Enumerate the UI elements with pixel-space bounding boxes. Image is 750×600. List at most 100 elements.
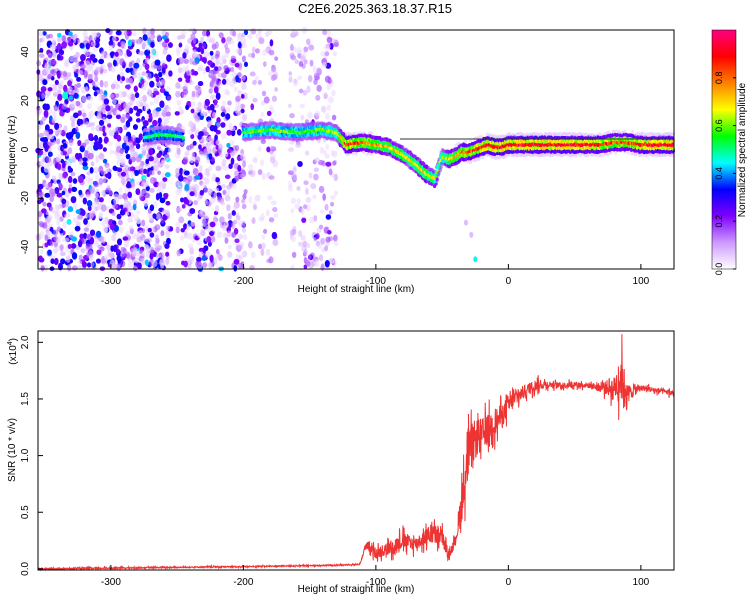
spectrogram-point <box>163 154 170 161</box>
spectrogram-point <box>248 163 254 171</box>
spectrogram-point <box>40 265 46 271</box>
spectrogram-point <box>46 91 51 97</box>
spectrogram-point <box>181 141 185 146</box>
spectrogram-point <box>110 66 116 73</box>
spectrogram-point <box>240 37 247 45</box>
spectrogram-point <box>55 209 61 217</box>
spectrogram-point <box>41 116 47 121</box>
spectrogram-point <box>90 261 95 267</box>
spectrogram-point <box>142 236 148 242</box>
spectrogram-point <box>117 171 122 177</box>
spectrogram-point <box>81 95 88 103</box>
spectrogram-point <box>210 236 216 243</box>
spectrogram-point <box>333 240 339 247</box>
spectrogram-point <box>328 168 333 176</box>
spectrogram-point <box>267 195 273 201</box>
spectrogram-point <box>135 210 141 215</box>
spectrogram-point <box>73 57 78 63</box>
spectrogram-point <box>288 76 293 83</box>
spectrogram-point <box>141 145 146 152</box>
spectrogram-point <box>198 247 205 253</box>
spectrogram-point <box>198 209 203 217</box>
spectrogram-point <box>77 265 81 270</box>
spectrogram-point <box>77 110 82 116</box>
spectrogram-point <box>57 93 63 101</box>
spectrogram-point <box>214 205 220 213</box>
spectrogram-point <box>65 255 71 263</box>
spectrogram-point <box>223 64 229 71</box>
spectrogram-point <box>290 43 294 51</box>
spectrogram-point <box>117 219 123 226</box>
spectrogram-point <box>96 249 102 256</box>
spectrogram-point <box>161 159 165 165</box>
spectrogram-point <box>120 260 126 268</box>
spectrogram-point <box>292 173 298 181</box>
spectrogram-point <box>120 41 126 47</box>
spectrogram-point <box>76 39 81 46</box>
spectrogram-point <box>164 32 170 37</box>
spectrogram-point <box>305 197 312 203</box>
spectrogram-point <box>129 99 134 106</box>
spectrogram-point <box>203 245 209 252</box>
spectrogram-point <box>224 88 229 96</box>
spectrogram-point <box>106 114 113 120</box>
spectrogram-point <box>189 191 195 197</box>
spectrogram-point <box>303 46 309 53</box>
spectrogram-point <box>44 234 49 242</box>
spectrogram-point <box>176 99 182 107</box>
spectrogram-point <box>46 225 51 231</box>
spectrogram-point <box>45 67 51 74</box>
spectrogram-point <box>136 57 141 65</box>
spectrogram-point <box>147 87 153 93</box>
spectrogram-point <box>47 151 53 157</box>
spectrogram-point <box>47 182 52 189</box>
spectrogram-point <box>435 177 439 182</box>
spectrogram-point <box>166 95 172 101</box>
spectrogram-point <box>241 203 247 210</box>
spectrogram-point <box>316 67 322 75</box>
spectrogram-point <box>213 187 220 193</box>
spectrogram-point <box>198 144 202 150</box>
spectrogram-point <box>187 264 192 270</box>
spectrogram-point <box>71 186 78 192</box>
spectrogram-point <box>98 177 104 185</box>
spectrogram-point <box>198 103 204 111</box>
spectrogram-point <box>261 90 267 97</box>
spectrogram-point <box>78 118 84 125</box>
spectrogram-point <box>60 258 66 265</box>
spectrogram-point <box>75 131 81 140</box>
spectrogram-point <box>209 103 215 111</box>
spectrogram-point <box>51 209 56 214</box>
spectrogram-point <box>49 240 54 247</box>
spectrogram-point <box>300 207 305 216</box>
spectrogram-point <box>109 93 115 99</box>
spectrogram-point <box>72 203 78 211</box>
spectrogram-point <box>272 207 278 213</box>
spectrogram-point <box>205 66 210 73</box>
spectrogram-point <box>67 263 72 272</box>
spectrogram-point <box>86 251 90 259</box>
spectrogram-point <box>201 57 207 63</box>
spectrogram-point <box>238 233 244 240</box>
spectrogram-point <box>231 232 237 238</box>
spectrogram-point <box>165 225 170 231</box>
spectrogram-point <box>318 185 325 193</box>
spectrogram-point <box>71 120 75 128</box>
spectrogram-point <box>333 234 338 242</box>
spectrogram-point <box>78 158 83 166</box>
spectrogram-point <box>242 160 247 168</box>
spectrogram-point <box>100 170 107 176</box>
spectrogram-point <box>215 165 222 172</box>
spectrogram-point <box>164 86 171 93</box>
spectrogram-point <box>189 247 195 255</box>
spectrogram-point <box>95 258 102 264</box>
spectrogram-point <box>166 106 172 112</box>
spectrogram-point <box>127 261 134 269</box>
spectrogram-point <box>103 226 108 234</box>
spectrogram-point <box>72 178 78 184</box>
spectrogram-point <box>57 163 62 171</box>
spectrogram-point <box>221 158 227 167</box>
spectrogram-point <box>263 96 270 104</box>
spectrogram-point <box>104 254 110 259</box>
spectrogram-point <box>59 244 64 250</box>
